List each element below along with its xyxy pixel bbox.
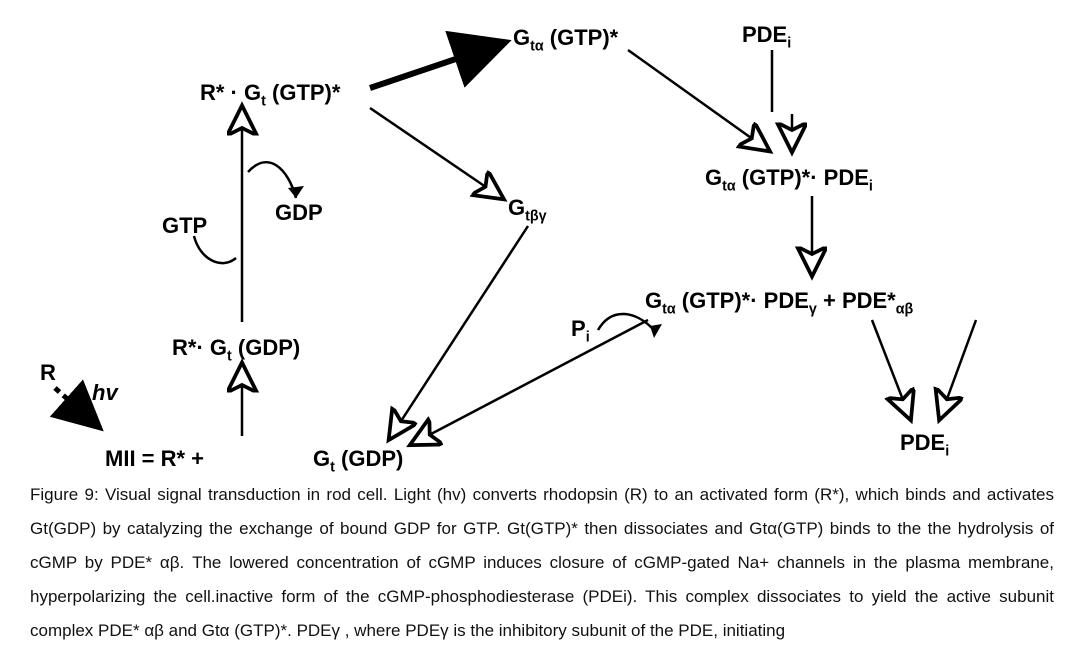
figure-caption: Figure 9: Visual signal transduction in … [30,478,1054,648]
node-Gtby: Gtβγ [508,195,547,224]
node-GtaGTP-PDEg-PDEab: Gtα (GTP)*· PDEγ + PDE*αβ [645,288,913,317]
node-MII: MII = R* + [105,446,204,472]
node-PDEi-top: PDEi [742,22,791,51]
node-Rstar-GtGTP: R* · Gt (GTP)* [200,80,340,109]
node-GTP: GTP [162,213,207,239]
node-GtGDP: Gt (GDP) [313,446,403,475]
node-hv: hv [92,380,118,406]
node-GDP: GDP [275,200,323,226]
diagram-container: R hv MII = R* + Gt (GDP) R*· Gt (GDP) GT… [0,0,1084,651]
node-GtaGTP: Gtα (GTP)* [513,25,618,54]
node-GtaGTP-PDEi: Gtα (GTP)*· PDEi [705,165,873,194]
node-Rstar-GtGDP: R*· Gt (GDP) [172,335,300,364]
node-PDEi-bottom: PDEi [900,430,949,459]
node-Pi: Pi [571,316,590,345]
node-R: R [40,360,56,386]
